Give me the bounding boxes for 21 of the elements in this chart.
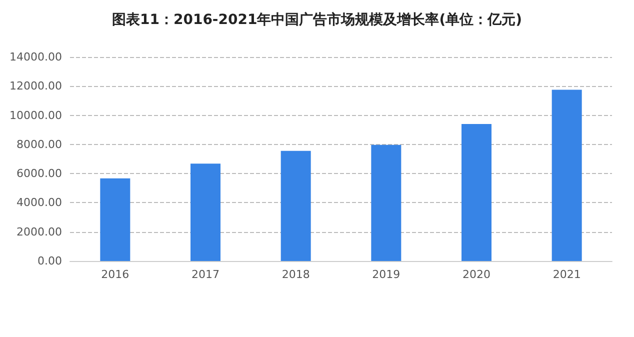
x-tick-label: 2019 (372, 268, 400, 281)
x-tick-label: 2016 (101, 268, 130, 281)
y-tick-label: 10000.00 (10, 108, 62, 122)
y-tick-label: 12000.00 (10, 80, 62, 93)
x-tick-label: 2017 (192, 268, 220, 281)
y-tick-label: 0.00 (38, 254, 62, 268)
x-tick-label: 2018 (282, 268, 310, 281)
y-tick-label: 2000.00 (16, 225, 62, 238)
x-tick-label: 2021 (552, 268, 581, 281)
chart-title: 图表11：2016-2021年中国广告市场规模及增长率(单位：亿元) (112, 11, 522, 28)
bar (552, 90, 582, 261)
y-tick-label: 14000.00 (10, 50, 62, 64)
bar (100, 178, 130, 261)
x-tick-label: 2020 (462, 268, 490, 281)
y-tick-label: 8000.00 (16, 138, 62, 151)
bar (280, 150, 311, 261)
y-tick-label: 4000.00 (16, 196, 62, 210)
bar (371, 144, 402, 261)
bar (190, 164, 220, 261)
bar (462, 124, 492, 261)
y-tick-label: 6000.00 (16, 167, 62, 180)
